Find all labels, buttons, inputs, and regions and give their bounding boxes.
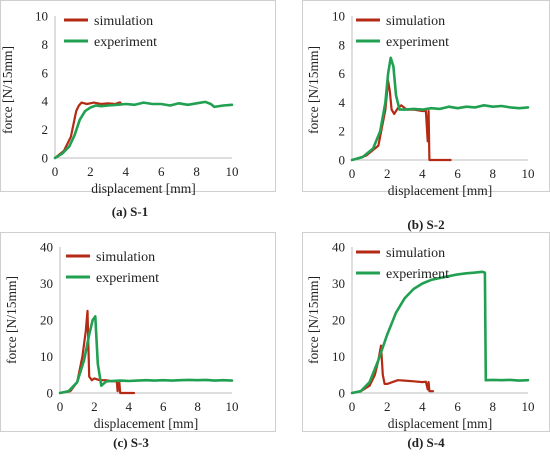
y-tick-label: 10 <box>332 9 345 24</box>
legend-label-experiment: experiment <box>96 271 159 286</box>
legend-label-simulation: simulation <box>386 14 445 29</box>
x-tick-label: 8 <box>194 399 201 414</box>
panel-caption: (a) S-1 <box>112 204 148 219</box>
y-tick-label: 20 <box>40 313 53 328</box>
y-tick-label: 10 <box>35 9 48 24</box>
x-tick-label: 10 <box>522 399 535 414</box>
series-line-experiment <box>350 270 530 395</box>
y-tick-label: 8 <box>42 37 49 52</box>
panel-caption: (d) S-4 <box>407 435 445 450</box>
series-line-simulation <box>350 344 435 395</box>
chart-panel-3: 0 2 4 6 8 10 0 10 20 30 40 displacement [mm] force [… <box>0 232 276 450</box>
x-tick-label: 8 <box>490 166 497 181</box>
legend-label-simulation: simulation <box>386 246 445 261</box>
legend-label-experiment: experiment <box>386 267 449 282</box>
y-tick-label: 0 <box>42 151 49 166</box>
x-tick-label: 4 <box>123 164 130 179</box>
x-tick-label: 2 <box>384 399 391 414</box>
panel-caption: (b) S-2 <box>407 217 444 232</box>
x-tick-label: 10 <box>226 399 239 414</box>
x-axis-title: displacement [mm] <box>91 181 196 196</box>
y-tick-label: 4 <box>339 95 346 110</box>
series-line-experiment <box>58 315 234 395</box>
series-line-experiment <box>350 56 530 162</box>
y-tick-label: 40 <box>332 240 345 255</box>
y-tick-label: 40 <box>40 240 53 255</box>
legend-label-simulation: simulation <box>96 250 155 265</box>
legend-label-simulation: simulation <box>94 14 153 29</box>
y-axis-title: force [N/15mm] <box>306 276 321 364</box>
series-line-simulation <box>58 309 136 395</box>
y-tick-label: 10 <box>40 349 53 364</box>
x-tick-label: 2 <box>91 399 98 414</box>
x-tick-label: 0 <box>349 399 356 414</box>
x-tick-label: 6 <box>158 164 165 179</box>
y-tick-label: 8 <box>339 37 346 52</box>
y-tick-label: 10 <box>332 349 345 364</box>
y-axis-title: force [N/15mm] <box>306 46 321 134</box>
x-tick-label: 10 <box>522 166 535 181</box>
x-tick-label: 4 <box>419 399 426 414</box>
y-tick-label: 2 <box>42 122 49 137</box>
x-axis-title: displacement [mm] <box>388 183 493 198</box>
x-axis-title: displacement [mm] <box>94 416 199 431</box>
x-tick-label: 0 <box>57 399 64 414</box>
chart-panel-1: 0 2 4 6 8 10 0 2 4 6 8 10 displacement [mm] force [N/… <box>0 0 276 219</box>
x-axis-title: displacement [mm] <box>388 416 493 431</box>
x-tick-label: 6 <box>454 166 461 181</box>
y-tick-label: 6 <box>339 66 346 81</box>
legend-label-experiment: experiment <box>94 35 157 50</box>
y-tick-label: 4 <box>42 94 49 109</box>
x-tick-label: 0 <box>52 164 59 179</box>
y-tick-label: 30 <box>332 276 345 291</box>
y-tick-label: 30 <box>40 276 53 291</box>
y-axis-title: force [N/15mm] <box>0 46 15 134</box>
chart-panel-2: 0 2 4 6 8 10 0 2 4 6 8 10 displacement [mm] force [N/… <box>302 0 550 232</box>
x-tick-label: 2 <box>87 164 94 179</box>
chart-panel-4: 0 2 4 6 8 10 0 10 20 30 40 displacement [mm] force [… <box>302 232 550 450</box>
y-tick-label: 20 <box>332 313 345 328</box>
x-tick-label: 0 <box>349 166 356 181</box>
x-tick-label: 6 <box>160 399 167 414</box>
y-tick-label: 0 <box>339 153 346 168</box>
x-tick-label: 10 <box>226 164 239 179</box>
y-tick-label: 0 <box>47 386 54 401</box>
y-tick-label: 0 <box>339 386 346 401</box>
y-axis-title: force [N/15mm] <box>4 276 19 364</box>
x-tick-label: 4 <box>419 166 426 181</box>
x-tick-label: 8 <box>193 164 200 179</box>
y-tick-label: 2 <box>339 124 346 139</box>
x-tick-label: 4 <box>126 399 133 414</box>
x-tick-label: 6 <box>454 399 461 414</box>
panel-border <box>0 232 276 432</box>
x-tick-label: 8 <box>490 399 497 414</box>
series-line-experiment <box>53 100 234 160</box>
x-tick-label: 2 <box>384 166 391 181</box>
legend-label-experiment: experiment <box>386 35 449 50</box>
panel-border <box>0 0 276 192</box>
y-tick-label: 6 <box>42 65 49 80</box>
panel-caption: (c) S-3 <box>113 435 149 450</box>
panel-border <box>302 232 550 432</box>
